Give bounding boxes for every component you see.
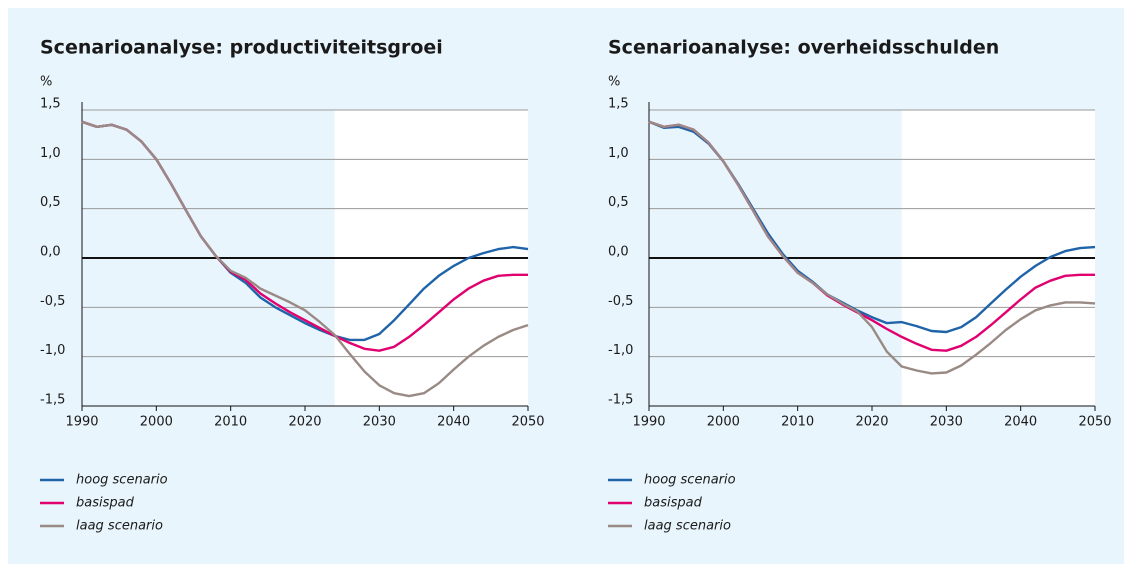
y-tick-label: 0,0 <box>40 245 61 260</box>
y-axis-label: % <box>608 75 620 90</box>
x-tick-label: 2010 <box>214 415 247 430</box>
legend-label: basispad <box>644 496 703 511</box>
y-tick-label: -1,5 <box>40 393 65 408</box>
legend-label: hoog scenario <box>644 473 736 488</box>
y-tick-label: -0,5 <box>608 294 633 309</box>
y-tick-label: 0,5 <box>608 195 629 210</box>
y-axis-label: % <box>40 75 52 90</box>
y-tick-label: 1,0 <box>608 146 629 161</box>
x-tick-label: 1990 <box>65 415 98 430</box>
x-tick-label: 2020 <box>288 415 321 430</box>
x-tick-label: 1990 <box>632 415 665 430</box>
x-tick-label: 2020 <box>855 415 888 430</box>
series-line <box>81 120 529 398</box>
legend-label: laag scenario <box>644 519 731 534</box>
y-tick-label: 1,5 <box>608 97 629 112</box>
y-tick-label: -1,0 <box>608 343 633 358</box>
x-tick-label: 2030 <box>363 415 396 430</box>
y-tick-label: -1,5 <box>608 393 633 408</box>
x-tick-label: 2000 <box>140 415 173 430</box>
x-tick-label: 2000 <box>707 415 740 430</box>
y-tick-label: 1,5 <box>40 97 61 112</box>
chart-title: Scenarioanalyse: productiviteitsgroei <box>40 37 443 59</box>
series-line <box>648 120 1096 375</box>
legend-label: hoog scenario <box>76 473 168 488</box>
y-tick-label: 1,0 <box>40 146 61 161</box>
x-tick-label: 2030 <box>930 415 963 430</box>
chart-title: Scenarioanalyse: overheidsschulden <box>608 37 999 59</box>
y-tick-label: 0,0 <box>608 245 629 260</box>
y-tick-label: 0,5 <box>40 195 61 210</box>
y-tick-label: -1,0 <box>40 343 65 358</box>
x-tick-label: 2050 <box>511 415 544 430</box>
x-tick-label: 2050 <box>1078 415 1111 430</box>
x-tick-label: 2040 <box>1004 415 1037 430</box>
x-tick-label: 2010 <box>781 415 814 430</box>
y-tick-label: -0,5 <box>40 294 65 309</box>
legend-label: laag scenario <box>76 519 163 534</box>
legend-label: basispad <box>76 496 135 511</box>
x-tick-label: 2040 <box>437 415 470 430</box>
